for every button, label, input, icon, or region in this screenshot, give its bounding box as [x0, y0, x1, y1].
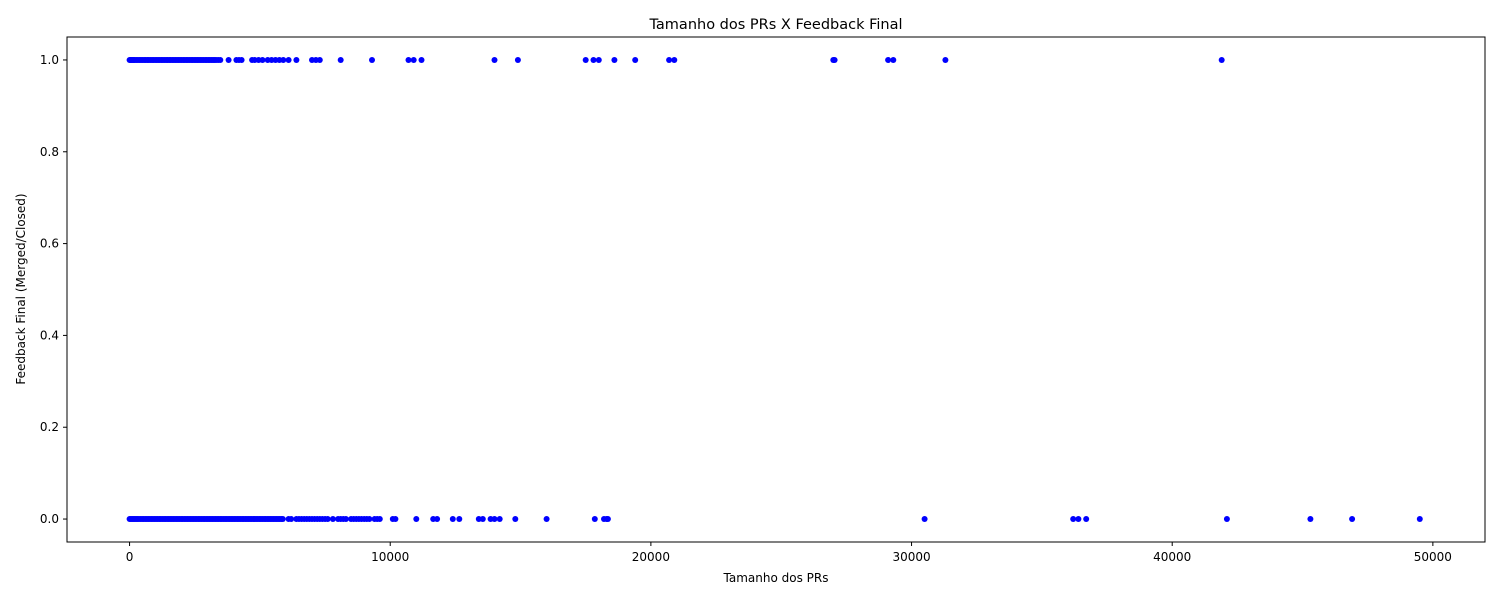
- data-point: [259, 57, 266, 63]
- data-point: [590, 57, 597, 63]
- data-point: [449, 516, 456, 522]
- y-tick-label: 1.0: [40, 53, 59, 67]
- data-point: [491, 516, 498, 522]
- data-point: [1218, 57, 1225, 63]
- x-ticks: 0 10000 20000 30000 40000 50000: [126, 542, 1452, 564]
- data-point: [671, 57, 678, 63]
- data-point: [376, 516, 383, 522]
- data-point: [225, 57, 232, 63]
- data-point: [238, 57, 245, 63]
- data-point: [337, 57, 344, 63]
- data-point: [1307, 516, 1314, 522]
- data-point: [666, 57, 673, 63]
- data-point: [288, 516, 295, 522]
- data-point: [329, 516, 336, 522]
- data-point: [632, 57, 639, 63]
- data-point: [1083, 516, 1090, 522]
- data-point: [324, 516, 331, 522]
- data-point: [342, 516, 349, 522]
- data-point: [434, 516, 441, 522]
- data-point: [456, 516, 463, 522]
- y-tick-label: 0.0: [40, 512, 59, 526]
- data-point: [604, 516, 611, 522]
- data-point: [1223, 516, 1230, 522]
- y-tick-label: 0.4: [40, 328, 59, 342]
- data-point: [582, 57, 589, 63]
- data-point: [1416, 516, 1423, 522]
- data-point: [595, 57, 602, 63]
- data-point: [1070, 516, 1077, 522]
- y-tick-label: 0.6: [40, 237, 59, 251]
- data-point: [366, 516, 373, 522]
- data-point: [611, 57, 618, 63]
- x-axis-label: Tamanho dos PRs: [723, 571, 829, 585]
- y-ticks: 0.0 0.2 0.4 0.6 0.8 1.0: [40, 53, 67, 526]
- data-point: [491, 57, 498, 63]
- data-point: [1075, 516, 1082, 522]
- data-point: [831, 57, 838, 63]
- data-point: [543, 516, 550, 522]
- data-points: [126, 57, 1423, 522]
- data-point: [279, 516, 286, 522]
- data-point: [392, 516, 399, 522]
- data-point: [280, 57, 287, 63]
- y-tick-label: 0.2: [40, 420, 59, 434]
- x-tick-label: 20000: [632, 550, 670, 564]
- data-point: [293, 57, 300, 63]
- data-point: [942, 57, 949, 63]
- data-point: [514, 57, 521, 63]
- data-point: [413, 516, 420, 522]
- data-point: [921, 516, 928, 522]
- x-tick-label: 40000: [1153, 550, 1191, 564]
- data-point: [418, 57, 425, 63]
- y-axis-label: Feedback Final (Merged/Closed): [14, 193, 28, 384]
- y-tick-label: 0.8: [40, 145, 59, 159]
- x-tick-label: 50000: [1414, 550, 1452, 564]
- x-tick-label: 10000: [371, 550, 409, 564]
- plot-area: [66, 36, 1486, 543]
- data-point: [479, 516, 486, 522]
- data-point: [316, 57, 323, 63]
- data-point: [512, 516, 519, 522]
- chart-title: Tamanho dos PRs X Feedback Final: [648, 17, 902, 33]
- data-point: [405, 57, 412, 63]
- data-point: [890, 57, 897, 63]
- data-point: [885, 57, 892, 63]
- data-point: [1349, 516, 1356, 522]
- data-point: [591, 516, 598, 522]
- x-tick-label: 0: [126, 550, 134, 564]
- data-point: [285, 57, 292, 63]
- data-point: [410, 57, 417, 63]
- data-point: [217, 57, 224, 63]
- data-point: [369, 57, 375, 63]
- data-point: [496, 516, 503, 522]
- x-tick-label: 30000: [892, 550, 930, 564]
